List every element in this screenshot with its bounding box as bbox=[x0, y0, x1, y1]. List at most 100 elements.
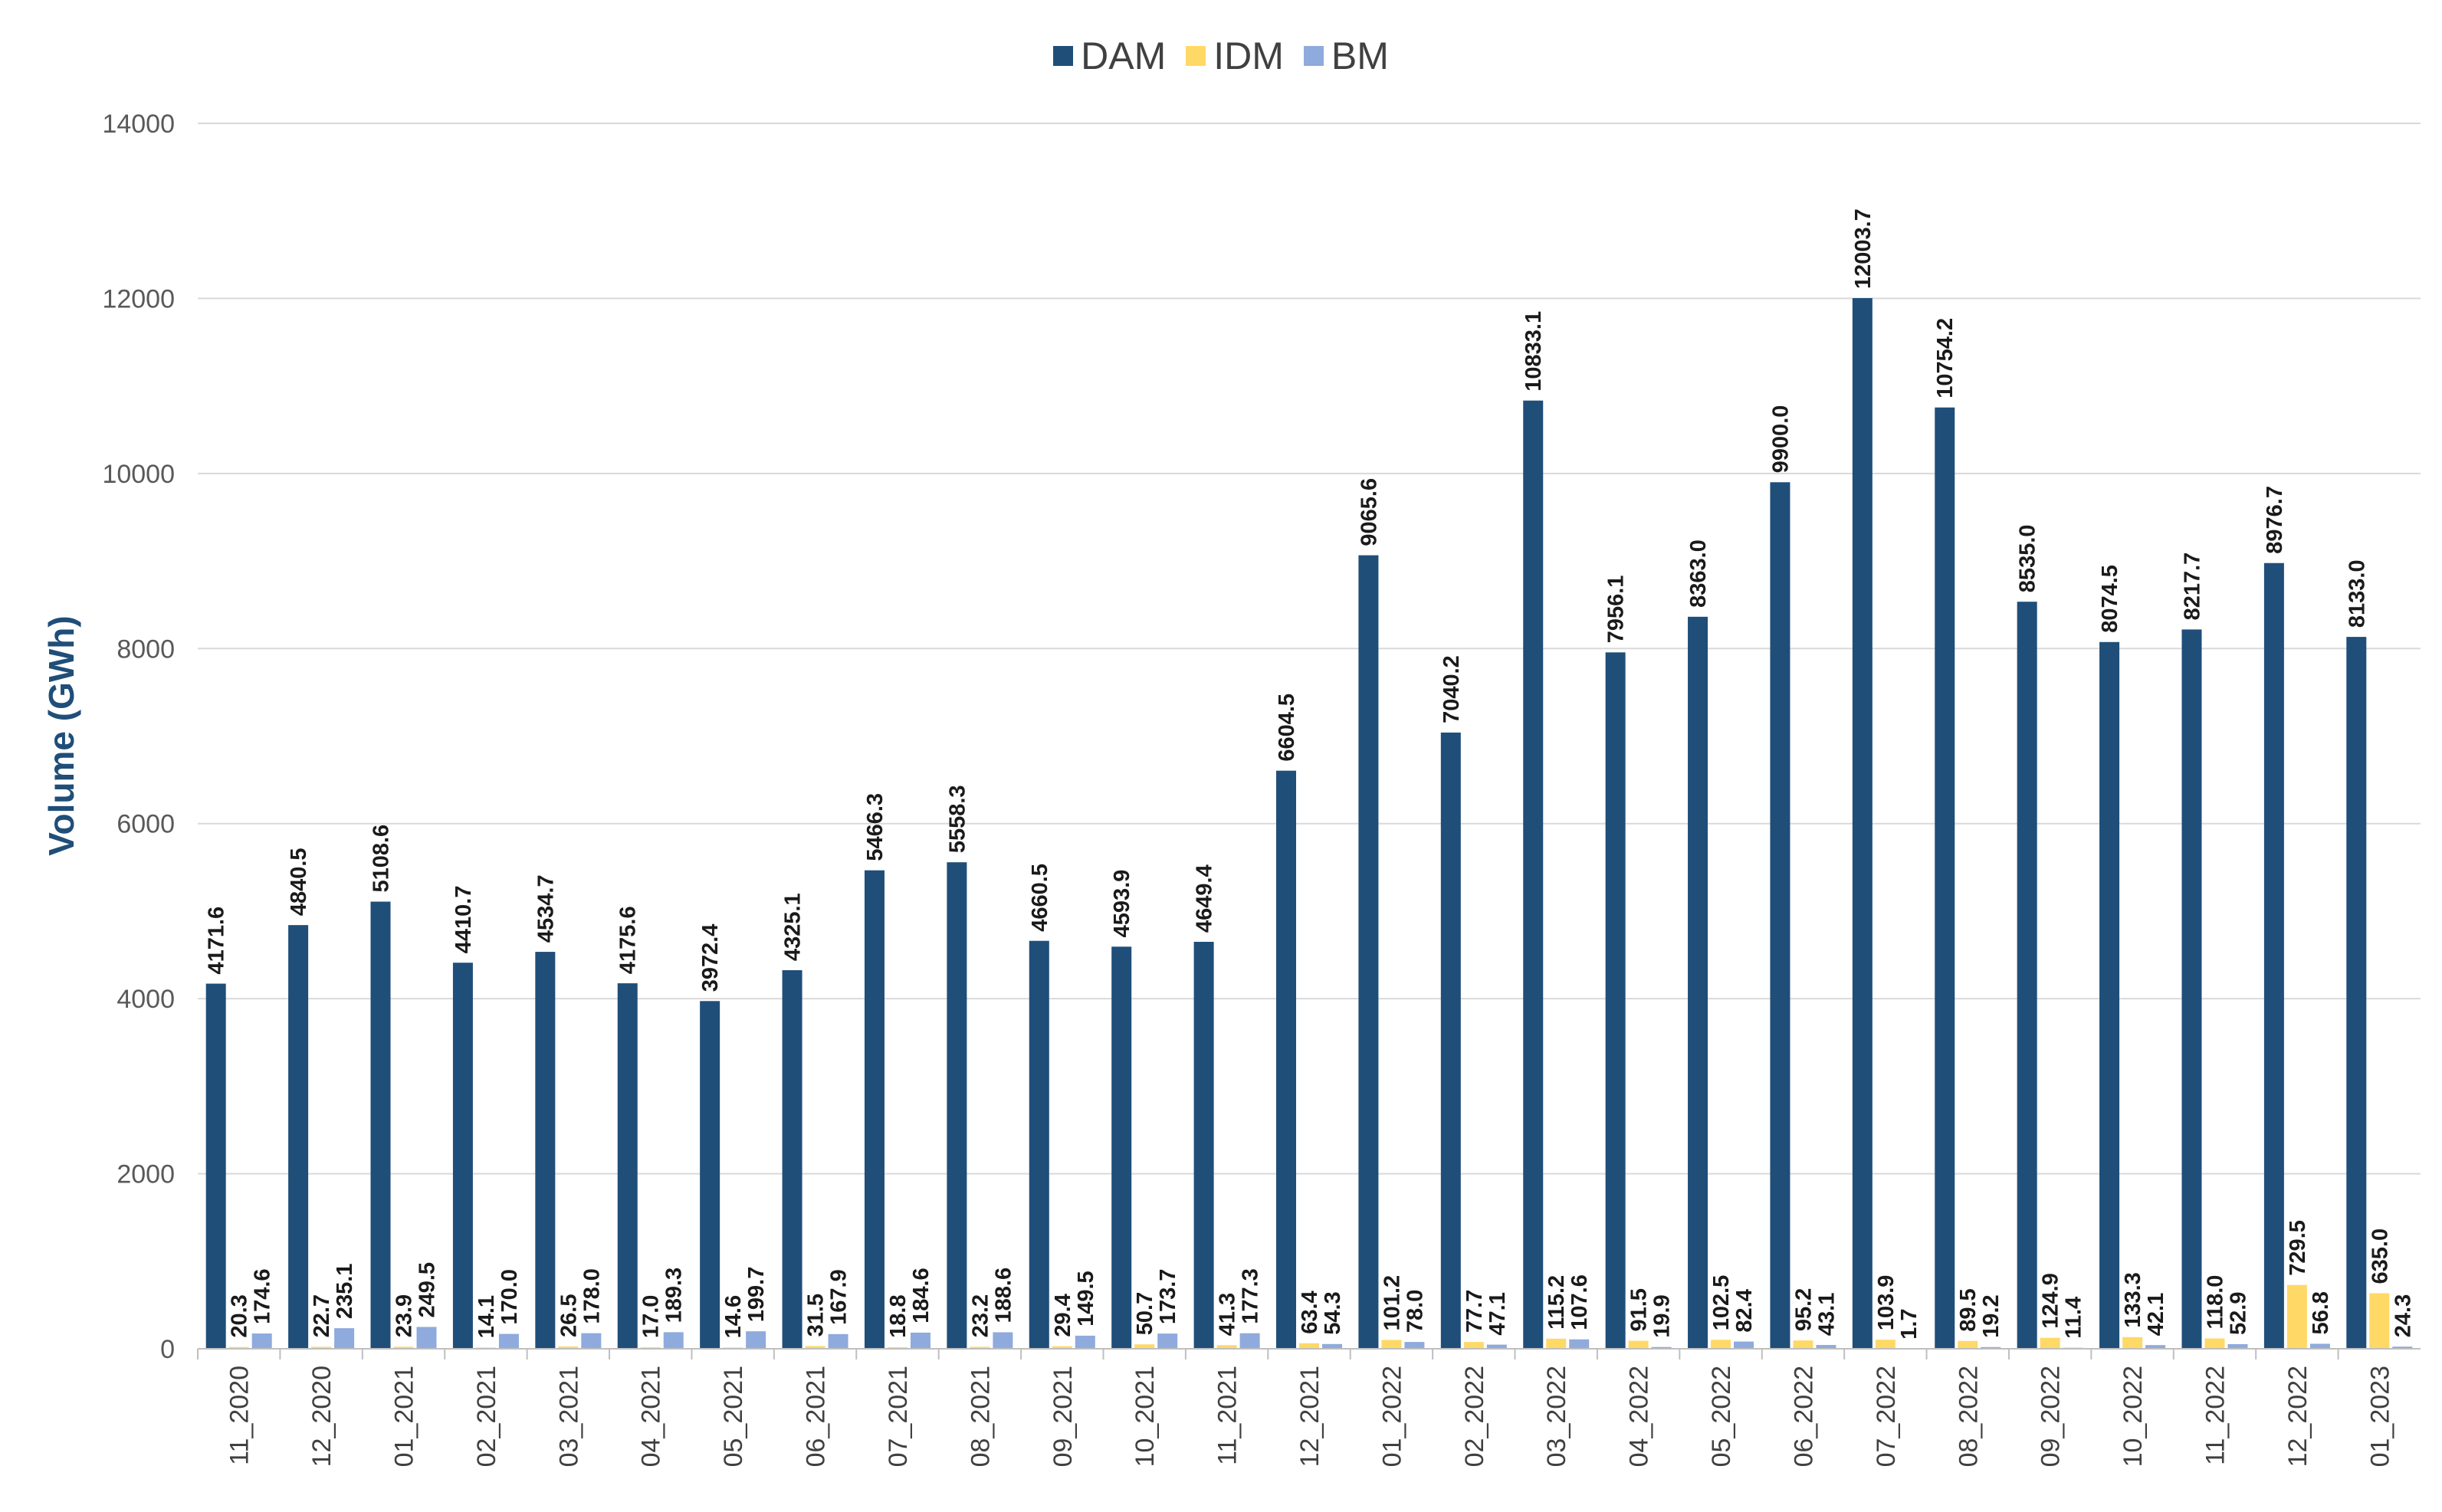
bar-bm-05-2021[interactable] bbox=[746, 1331, 766, 1349]
bar-idm-11-2021[interactable] bbox=[1216, 1345, 1237, 1349]
bar-idm-01-2023[interactable] bbox=[2369, 1293, 2390, 1349]
data-label-bm-10-2021: 173.7 bbox=[1156, 1269, 1180, 1325]
bar-dam-04-2022[interactable] bbox=[1605, 652, 1626, 1349]
data-label-dam-05-2022: 8363.0 bbox=[1686, 540, 1711, 608]
bar-bm-03-2022[interactable] bbox=[1569, 1339, 1590, 1349]
bar-idm-06-2021[interactable] bbox=[805, 1346, 825, 1349]
bar-idm-03-2022[interactable] bbox=[1546, 1338, 1567, 1349]
bar-dam-02-2022[interactable] bbox=[1440, 732, 1461, 1349]
bar-bm-07-2021[interactable] bbox=[910, 1332, 931, 1349]
bar-idm-11-2022[interactable] bbox=[2204, 1338, 2225, 1349]
bar-dam-11-2021[interactable] bbox=[1193, 941, 1214, 1349]
y-tick-label: 8000 bbox=[117, 635, 175, 664]
bar-idm-10-2021[interactable] bbox=[1134, 1344, 1155, 1349]
bar-bm-06-2021[interactable] bbox=[828, 1333, 848, 1349]
data-label-idm-10-2022: 133.3 bbox=[2121, 1272, 2145, 1328]
data-label-dam-01-2021: 5108.6 bbox=[369, 825, 394, 893]
legend-item-dam[interactable]: DAM bbox=[1053, 34, 1166, 78]
bar-dam-12-2021[interactable] bbox=[1276, 770, 1296, 1349]
bar-bm-10-2022[interactable] bbox=[2145, 1345, 2166, 1349]
bar-idm-08-2022[interactable] bbox=[1958, 1340, 1978, 1349]
bar-bm-05-2022[interactable] bbox=[1734, 1341, 1754, 1349]
bar-bm-11-2021[interactable] bbox=[1239, 1333, 1260, 1349]
data-label-bm-06-2022: 43.1 bbox=[1814, 1293, 1839, 1336]
bar-dam-02-2021[interactable] bbox=[452, 963, 473, 1349]
bar-dam-01-2023[interactable] bbox=[2346, 637, 2367, 1349]
bar-dam-03-2022[interactable] bbox=[1523, 400, 1544, 1349]
bar-dam-08-2021[interactable] bbox=[947, 862, 967, 1349]
bar-idm-09-2022[interactable] bbox=[2040, 1337, 2060, 1349]
bar-bm-01-2022[interactable] bbox=[1404, 1342, 1425, 1349]
data-label-dam-09-2022: 8535.0 bbox=[2016, 524, 2040, 592]
bar-dam-12-2020[interactable] bbox=[288, 925, 309, 1349]
bar-dam-03-2021[interactable] bbox=[535, 952, 556, 1349]
bar-idm-06-2022[interactable] bbox=[1793, 1340, 1813, 1349]
bar-bm-11-2020[interactable] bbox=[251, 1333, 272, 1349]
bar-dam-08-2022[interactable] bbox=[1935, 407, 1955, 1349]
bar-bm-01-2023[interactable] bbox=[2392, 1346, 2413, 1349]
bar-dam-06-2022[interactable] bbox=[1770, 482, 1790, 1349]
bar-idm-12-2021[interactable] bbox=[1299, 1343, 1319, 1349]
x-tick-label-06-2021: 06_2021 bbox=[802, 1366, 831, 1467]
data-label-idm-08-2022: 89.5 bbox=[1956, 1288, 1981, 1331]
bar-idm-02-2022[interactable] bbox=[1463, 1342, 1484, 1349]
bar-idm-07-2022[interactable] bbox=[1875, 1340, 1896, 1349]
bar-dam-06-2021[interactable] bbox=[782, 970, 803, 1349]
bar-bm-01-2021[interactable] bbox=[416, 1327, 437, 1349]
data-label-idm-11-2021: 41.3 bbox=[1216, 1293, 1240, 1336]
data-label-idm-05-2021: 14.6 bbox=[721, 1295, 746, 1338]
data-label-idm-12-2020: 22.7 bbox=[310, 1294, 334, 1337]
bar-dam-11-2022[interactable] bbox=[2181, 629, 2202, 1349]
bar-idm-12-2020[interactable] bbox=[311, 1346, 332, 1349]
bar-idm-03-2021[interactable] bbox=[558, 1346, 579, 1349]
bar-dam-07-2021[interactable] bbox=[864, 870, 885, 1349]
bar-bm-04-2022[interactable] bbox=[1651, 1346, 1672, 1349]
bar-idm-10-2022[interactable] bbox=[2122, 1337, 2143, 1349]
y-tick-label: 14000 bbox=[102, 110, 175, 139]
bar-bm-10-2021[interactable] bbox=[1157, 1333, 1178, 1349]
bar-bm-08-2021[interactable] bbox=[993, 1332, 1013, 1349]
data-label-idm-01-2022: 101.2 bbox=[1380, 1275, 1404, 1331]
bar-idm-05-2022[interactable] bbox=[1711, 1340, 1731, 1349]
legend-item-bm[interactable]: BM bbox=[1303, 34, 1389, 78]
bar-bm-08-2022[interactable] bbox=[1981, 1346, 2001, 1349]
bar-idm-01-2021[interactable] bbox=[393, 1346, 414, 1349]
bar-idm-01-2022[interactable] bbox=[1381, 1340, 1402, 1349]
bar-dam-10-2022[interactable] bbox=[2099, 641, 2120, 1349]
bar-dam-01-2022[interactable] bbox=[1358, 555, 1379, 1349]
x-tick-label-09-2021: 09_2021 bbox=[1049, 1366, 1078, 1467]
bar-idm-11-2020[interactable] bbox=[228, 1346, 249, 1349]
bar-bm-04-2021[interactable] bbox=[663, 1332, 684, 1349]
bar-idm-08-2021[interactable] bbox=[970, 1346, 990, 1349]
bar-dam-11-2020[interactable] bbox=[205, 983, 226, 1349]
bar-dam-09-2021[interactable] bbox=[1029, 940, 1049, 1349]
bar-bm-11-2022[interactable] bbox=[2227, 1343, 2248, 1349]
bar-bm-12-2020[interactable] bbox=[334, 1328, 355, 1349]
y-tick-label: 4000 bbox=[117, 985, 175, 1014]
x-tick-label-11-2021: 11_2021 bbox=[1213, 1366, 1242, 1465]
y-tick-label: 2000 bbox=[117, 1160, 175, 1189]
bar-bm-09-2021[interactable] bbox=[1075, 1335, 1095, 1349]
x-tick-label-11-2022: 11_2022 bbox=[2201, 1366, 2230, 1465]
bar-bm-02-2021[interactable] bbox=[498, 1333, 519, 1349]
bar-idm-09-2021[interactable] bbox=[1052, 1346, 1072, 1349]
bar-bm-12-2021[interactable] bbox=[1322, 1343, 1342, 1349]
bar-idm-12-2022[interactable] bbox=[2286, 1284, 2307, 1349]
data-label-bm-10-2022: 42.1 bbox=[2144, 1293, 2168, 1336]
bar-bm-03-2021[interactable] bbox=[581, 1333, 602, 1349]
bar-dam-05-2021[interactable] bbox=[700, 1001, 720, 1349]
bar-bm-12-2022[interactable] bbox=[2309, 1343, 2330, 1349]
bar-idm-07-2021[interactable] bbox=[887, 1346, 908, 1349]
bar-dam-09-2022[interactable] bbox=[2017, 602, 2037, 1349]
bar-bm-02-2022[interactable] bbox=[1486, 1344, 1507, 1349]
x-tick-label-04-2022: 04_2022 bbox=[1625, 1366, 1654, 1467]
bar-bm-06-2022[interactable] bbox=[1816, 1345, 1836, 1349]
bar-dam-05-2022[interactable] bbox=[1688, 616, 1708, 1349]
bar-dam-12-2022[interactable] bbox=[2263, 562, 2284, 1349]
legend-item-idm[interactable]: IDM bbox=[1186, 34, 1284, 78]
bar-dam-04-2021[interactable] bbox=[617, 983, 638, 1349]
bar-dam-07-2022[interactable] bbox=[1852, 298, 1873, 1349]
bar-dam-10-2021[interactable] bbox=[1111, 946, 1132, 1349]
bar-idm-04-2022[interactable] bbox=[1628, 1340, 1649, 1349]
bar-dam-01-2021[interactable] bbox=[370, 901, 391, 1349]
